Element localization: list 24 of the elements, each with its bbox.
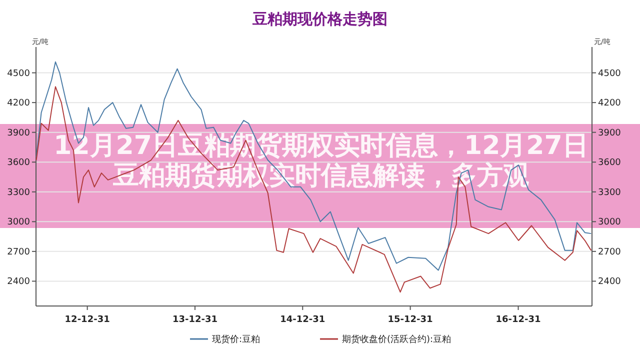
y2-tick-label: 4500 bbox=[598, 68, 622, 79]
x-tick-label: 13-12-31 bbox=[172, 315, 218, 325]
y2-tick-label: 2400 bbox=[598, 277, 622, 288]
y-tick-label: 2400 bbox=[7, 277, 30, 288]
y2-tick-label: 3900 bbox=[598, 128, 622, 138]
chart-title: 豆粕期现价格走势图 bbox=[252, 10, 388, 28]
y-tick-label: 4500 bbox=[7, 68, 30, 79]
y-tick-label: 4200 bbox=[7, 98, 30, 109]
x-tick-label: 14-12-31 bbox=[280, 315, 326, 325]
y-tick-label: 3000 bbox=[7, 218, 30, 228]
y2-tick-label: 3600 bbox=[598, 158, 622, 168]
y-tick-label: 3600 bbox=[7, 158, 30, 168]
x-tick-label: 15-12-31 bbox=[388, 315, 433, 325]
y2-tick-label: 3300 bbox=[598, 188, 622, 198]
y-tick-label: 3300 bbox=[7, 188, 30, 198]
x-tick-label: 16-12-31 bbox=[496, 315, 541, 325]
x-tick-label: 12-12-31 bbox=[64, 315, 110, 325]
y2-tick-label: 2700 bbox=[598, 247, 622, 258]
legend-label: 期货收盘价(活跃合约):豆粕 bbox=[342, 334, 452, 345]
y2-tick-label: 3000 bbox=[598, 218, 622, 228]
y2-tick-label: 4200 bbox=[598, 98, 622, 109]
y-tick-label: 2700 bbox=[7, 247, 30, 258]
y-tick-label: 3900 bbox=[7, 128, 30, 138]
legend-label: 现货价:豆粕 bbox=[212, 334, 260, 345]
